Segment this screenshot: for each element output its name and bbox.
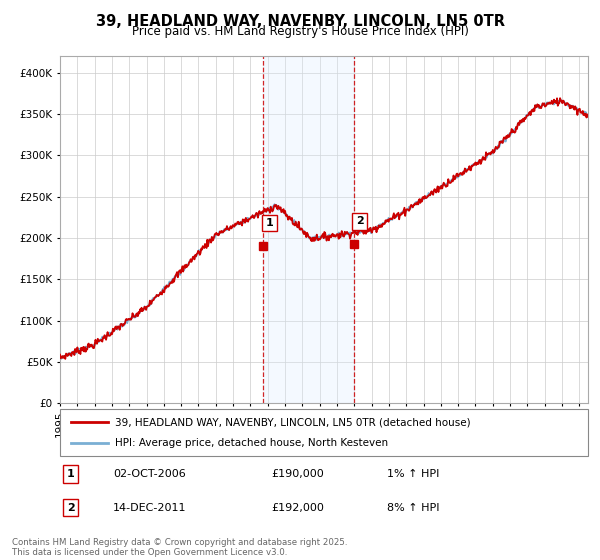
Text: 39, HEADLAND WAY, NAVENBY, LINCOLN, LN5 0TR: 39, HEADLAND WAY, NAVENBY, LINCOLN, LN5 … xyxy=(95,14,505,29)
Text: HPI: Average price, detached house, North Kesteven: HPI: Average price, detached house, Nort… xyxy=(115,438,389,448)
Text: 14-DEC-2011: 14-DEC-2011 xyxy=(113,502,187,512)
Text: £192,000: £192,000 xyxy=(271,502,324,512)
Text: 2: 2 xyxy=(356,216,364,226)
Text: Contains HM Land Registry data © Crown copyright and database right 2025.
This d: Contains HM Land Registry data © Crown c… xyxy=(12,538,347,557)
Text: 1: 1 xyxy=(67,469,74,479)
Text: 1: 1 xyxy=(266,218,274,228)
Text: 02-OCT-2006: 02-OCT-2006 xyxy=(113,469,185,479)
Bar xyxy=(263,56,353,403)
Text: £190,000: £190,000 xyxy=(271,469,324,479)
Text: 2: 2 xyxy=(67,502,74,512)
Text: 8% ↑ HPI: 8% ↑ HPI xyxy=(388,502,440,512)
Text: 1% ↑ HPI: 1% ↑ HPI xyxy=(388,469,440,479)
Text: Price paid vs. HM Land Registry's House Price Index (HPI): Price paid vs. HM Land Registry's House … xyxy=(131,25,469,38)
Text: 39, HEADLAND WAY, NAVENBY, LINCOLN, LN5 0TR (detached house): 39, HEADLAND WAY, NAVENBY, LINCOLN, LN5 … xyxy=(115,417,471,427)
